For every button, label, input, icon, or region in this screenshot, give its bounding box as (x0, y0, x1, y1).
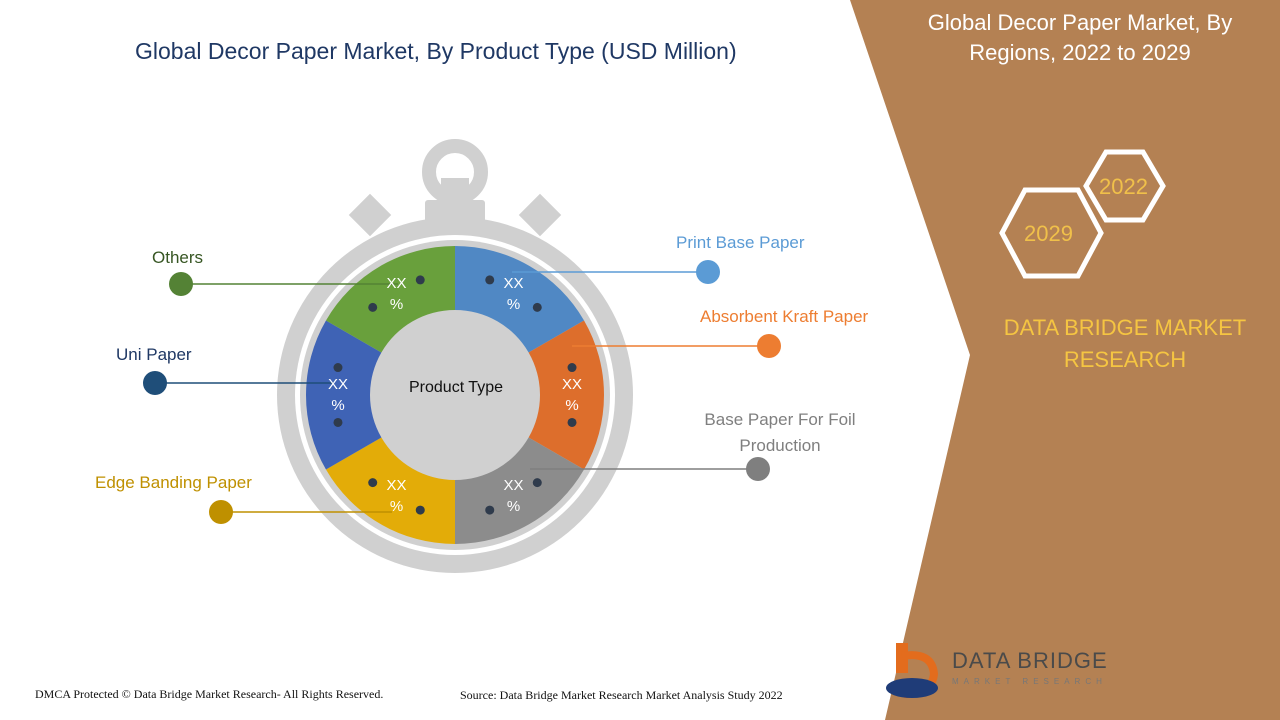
hexagon-2029 (999, 187, 1104, 279)
slice-value-label: XX% (386, 274, 407, 313)
slice-marker-dot (415, 275, 425, 285)
legend-leaders (143, 260, 781, 524)
legend-label: Absorbent Kraft Paper (700, 307, 869, 326)
year-end-label: 2029 (1024, 221, 1073, 246)
legend-label: Base Paper For Foil Production (704, 410, 856, 455)
legend-label: Print Base Paper (676, 233, 805, 252)
legend-dot (746, 457, 770, 481)
slice-marker-dot (485, 275, 495, 285)
slice-marker-dot (532, 302, 542, 312)
region-panel (850, 0, 1280, 720)
slice-marker-dot (485, 505, 495, 515)
legend-label: Edge Banding Paper (95, 473, 252, 492)
donut-slice-others (325, 246, 455, 353)
slice-marker-dot (368, 478, 378, 488)
source-note: Source: Data Bridge Market Research Mark… (460, 688, 783, 702)
slice-marker-dot (368, 302, 378, 312)
slice-marker-dot (333, 363, 343, 373)
legend-dot (209, 500, 233, 524)
legend-dot (696, 260, 720, 284)
year-start-label: 2022 (1099, 174, 1148, 199)
donut-slice-print-base-paper (455, 246, 585, 353)
legend-dot (169, 272, 193, 296)
region-title: Global Decor Paper Market, By Regions, 2… (927, 10, 1233, 65)
slice-marker-dot (532, 478, 542, 488)
logo-name: DATA BRIDGE (952, 648, 1108, 673)
donut-slice-uni-paper (306, 320, 382, 470)
slice-value-label: XX% (561, 376, 582, 414)
donut-center-label: Product Type (409, 379, 503, 396)
brand-name: DATA BRIDGE MARKET RESEARCH (1003, 315, 1247, 372)
legend-label: Others (152, 248, 204, 267)
slice-value-label: XX% (503, 477, 524, 516)
chart-title: Global Decor Paper Market, By Product Ty… (135, 38, 737, 64)
hexagon-2022 (1083, 149, 1166, 223)
donut-slice-absorbent-kraft-paper (528, 320, 604, 470)
legend-dot (143, 371, 167, 395)
slice-value-label: XX% (386, 477, 407, 516)
legend-dot (757, 334, 781, 358)
slice-marker-dot (567, 417, 577, 427)
copyright-notice: DMCA Protected © Data Bridge Market Rese… (35, 687, 384, 701)
slice-value-label: XX% (327, 376, 348, 414)
data-bridge-logo-icon (886, 643, 939, 698)
slice-marker-dot (415, 505, 425, 515)
product-type-donut (306, 246, 604, 544)
donut-slice-base-paper-for-foil-production (455, 437, 585, 544)
legend-label: Uni Paper (116, 345, 192, 364)
slice-value-label: XX% (503, 274, 524, 313)
logo-subtitle: MARKET RESEARCH (952, 677, 1107, 686)
slice-marker-dot (567, 363, 577, 373)
donut-slice-edge-banding-paper (325, 437, 455, 544)
slice-marker-dot (333, 417, 343, 427)
